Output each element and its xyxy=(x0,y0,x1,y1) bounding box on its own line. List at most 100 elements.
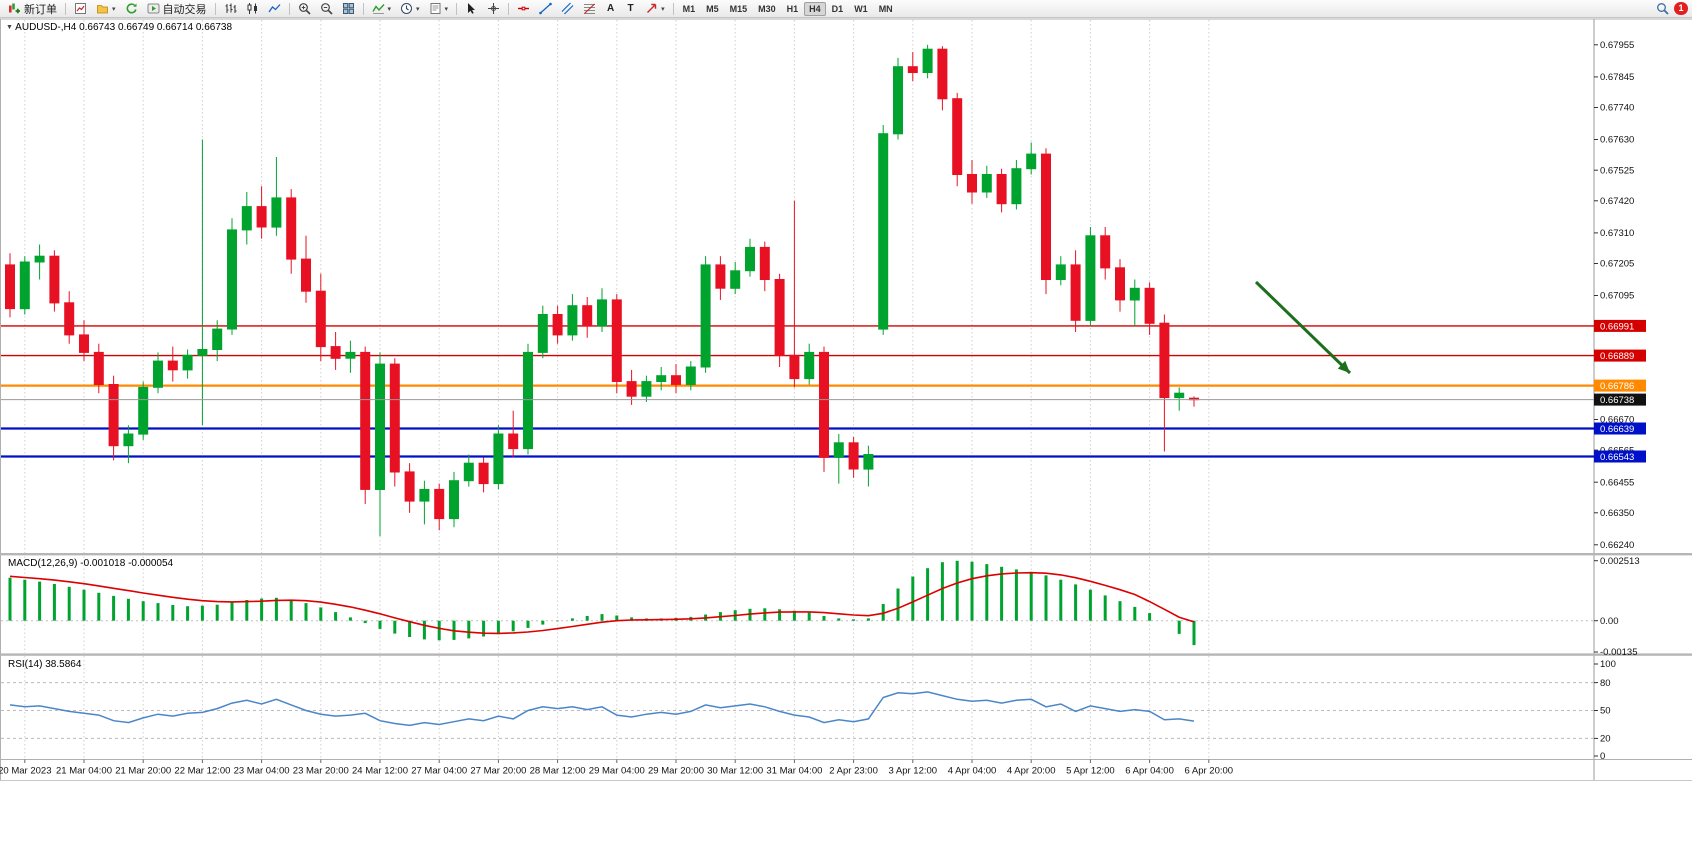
rsi-label: RSI(14) 38.5864 xyxy=(8,659,81,670)
new-chart-icon xyxy=(75,3,86,14)
svg-text:27 Mar 20:00: 27 Mar 20:00 xyxy=(470,766,526,777)
svg-text:0: 0 xyxy=(1600,751,1605,762)
toolbar-separator xyxy=(456,2,458,15)
svg-text:0.00: 0.00 xyxy=(1600,616,1619,627)
svg-text:20: 20 xyxy=(1600,734,1611,745)
zoom-out-button[interactable] xyxy=(316,1,337,17)
svg-text:30 Mar 12:00: 30 Mar 12:00 xyxy=(707,766,763,777)
timeframe-button-h4[interactable]: H4 xyxy=(804,1,826,16)
svg-text:27 Mar 04:00: 27 Mar 04:00 xyxy=(411,766,467,777)
toolbar-separator xyxy=(65,2,66,15)
svg-text:0.66350: 0.66350 xyxy=(1600,508,1634,519)
cursor-icon xyxy=(468,3,476,14)
price-axis: 0.67955 0.67845 0.67740 0.67630 0.67525 0.674… xyxy=(1594,40,1634,551)
cursor-tool-button[interactable] xyxy=(461,1,482,17)
rsi-name: RSI(14) xyxy=(8,659,43,670)
horizontal-line-tool-button[interactable] xyxy=(513,1,534,17)
toolbar-separator xyxy=(672,2,674,15)
new-order-button[interactable]: 新订单 xyxy=(4,1,61,17)
timeframe-button-m15[interactable]: M15 xyxy=(725,2,753,16)
price-badge-0.66639: 0.66639 xyxy=(1594,422,1646,435)
templates-caret-icon: ▾ xyxy=(444,5,449,13)
svg-text:4 Apr 20:00: 4 Apr 20:00 xyxy=(1007,766,1056,777)
arrows-tool-button[interactable]: ▾ xyxy=(641,1,669,17)
trend-arrow-annotation[interactable] xyxy=(1254,280,1352,375)
trendline-icon xyxy=(539,2,552,15)
timeframe-button-h1[interactable]: H1 xyxy=(782,2,804,16)
fibonacci-tool-button[interactable] xyxy=(579,1,600,17)
svg-text:23 Mar 20:00: 23 Mar 20:00 xyxy=(293,766,349,777)
channel-tool-button[interactable] xyxy=(557,1,578,17)
timeframe-button-w1[interactable]: W1 xyxy=(849,2,873,16)
panel-divider-macd[interactable] xyxy=(0,553,1692,556)
fibonacci-icon xyxy=(584,3,596,14)
tile-windows-button[interactable] xyxy=(338,1,359,17)
svg-text:0.002513: 0.002513 xyxy=(1600,556,1640,567)
candlestick-mode-button[interactable] xyxy=(242,1,263,17)
refresh-button[interactable] xyxy=(121,1,142,17)
autotrading-icon xyxy=(147,3,160,14)
tile-windows-icon xyxy=(342,3,354,14)
notification-badge[interactable]: 1 xyxy=(1674,2,1688,15)
crosshair-tool-button[interactable] xyxy=(483,1,504,17)
search-button[interactable] xyxy=(1652,1,1673,17)
chart-ohlc: 0.66743 0.66749 0.66714 0.66738 xyxy=(79,22,233,33)
bar-chart-icon xyxy=(225,3,237,13)
svg-text:0.66639: 0.66639 xyxy=(1600,424,1634,435)
timeframe-toolbar: M1 M5 M15 M30 H1 H4 D1 W1 MN xyxy=(678,1,898,16)
timeframe-button-m1[interactable]: M1 xyxy=(678,2,701,16)
svg-text:0.66738: 0.66738 xyxy=(1600,395,1634,406)
price-badge-0.66786: 0.66786 xyxy=(1594,379,1646,392)
new-chart-button[interactable] xyxy=(70,1,91,17)
svg-text:20 Mar 2023: 20 Mar 2023 xyxy=(0,766,51,777)
profiles-caret-icon: ▾ xyxy=(112,5,116,13)
price-badge-0.66991: 0.66991 xyxy=(1594,319,1646,332)
line-chart-mode-button[interactable] xyxy=(264,1,285,17)
timeframe-button-m30[interactable]: M30 xyxy=(753,2,781,16)
svg-text:0.67955: 0.67955 xyxy=(1600,40,1634,51)
svg-text:5 Apr 12:00: 5 Apr 12:00 xyxy=(1066,766,1115,777)
chart-collapse-icon[interactable]: ▼ xyxy=(6,24,13,31)
trendline-tool-button[interactable] xyxy=(535,1,556,17)
periods-button[interactable]: ▾ xyxy=(396,1,424,17)
arrows-caret-icon: ▾ xyxy=(661,5,665,13)
chart-canvas[interactable]: 20 Mar 2023 21 Mar 04:00 21 Mar 20:00 22 Ma… xyxy=(0,18,1692,843)
svg-text:0.66991: 0.66991 xyxy=(1600,321,1634,332)
timeframe-button-mn[interactable]: MN xyxy=(874,2,898,16)
text-tool-button[interactable]: A xyxy=(601,1,620,17)
svg-text:24 Mar 12:00: 24 Mar 12:00 xyxy=(352,766,408,777)
price-badge-0.66889: 0.66889 xyxy=(1594,349,1646,362)
bar-chart-mode-button[interactable] xyxy=(220,1,241,17)
svg-text:0.67630: 0.67630 xyxy=(1600,135,1634,146)
svg-text:2 Apr 23:00: 2 Apr 23:00 xyxy=(829,766,878,777)
svg-text:3 Apr 12:00: 3 Apr 12:00 xyxy=(888,766,937,777)
panel-divider-rsi[interactable] xyxy=(0,653,1692,656)
svg-text:50: 50 xyxy=(1600,706,1611,717)
search-icon xyxy=(1657,3,1669,15)
profiles-button[interactable]: ▾ xyxy=(92,1,120,17)
autotrading-label: 自动交易 xyxy=(162,3,207,16)
svg-text:0.67525: 0.67525 xyxy=(1600,165,1634,176)
svg-text:6 Apr 20:00: 6 Apr 20:00 xyxy=(1184,766,1233,777)
zoom-in-icon xyxy=(298,3,311,15)
indicators-button[interactable]: ▾ xyxy=(368,1,396,17)
rsi-plot xyxy=(1,682,1594,739)
svg-text:4 Apr 04:00: 4 Apr 04:00 xyxy=(948,766,997,777)
text-label-tool-icon: T xyxy=(627,3,634,14)
text-tool-icon: A xyxy=(606,3,615,14)
timeframe-button-m5[interactable]: M5 xyxy=(701,2,724,16)
svg-text:0.67740: 0.67740 xyxy=(1600,103,1634,114)
svg-text:0.66786: 0.66786 xyxy=(1600,381,1634,392)
zoom-in-button[interactable] xyxy=(294,1,315,17)
profiles-icon xyxy=(97,5,108,14)
chart-header: ▼ AUDUSD-,H4 0.66743 0.66749 0.66714 0.6… xyxy=(6,22,232,33)
candlesticks xyxy=(5,44,1199,537)
channel-icon xyxy=(561,2,574,15)
svg-text:0.67420: 0.67420 xyxy=(1600,196,1634,207)
rsi-value: 38.5864 xyxy=(45,659,82,670)
autotrading-button[interactable]: 自动交易 xyxy=(143,1,211,17)
templates-button[interactable]: ▾ xyxy=(425,1,453,17)
text-label-tool-button[interactable]: T xyxy=(621,1,640,17)
timeframe-button-d1[interactable]: D1 xyxy=(827,2,849,16)
svg-text:29 Mar 20:00: 29 Mar 20:00 xyxy=(648,766,704,777)
